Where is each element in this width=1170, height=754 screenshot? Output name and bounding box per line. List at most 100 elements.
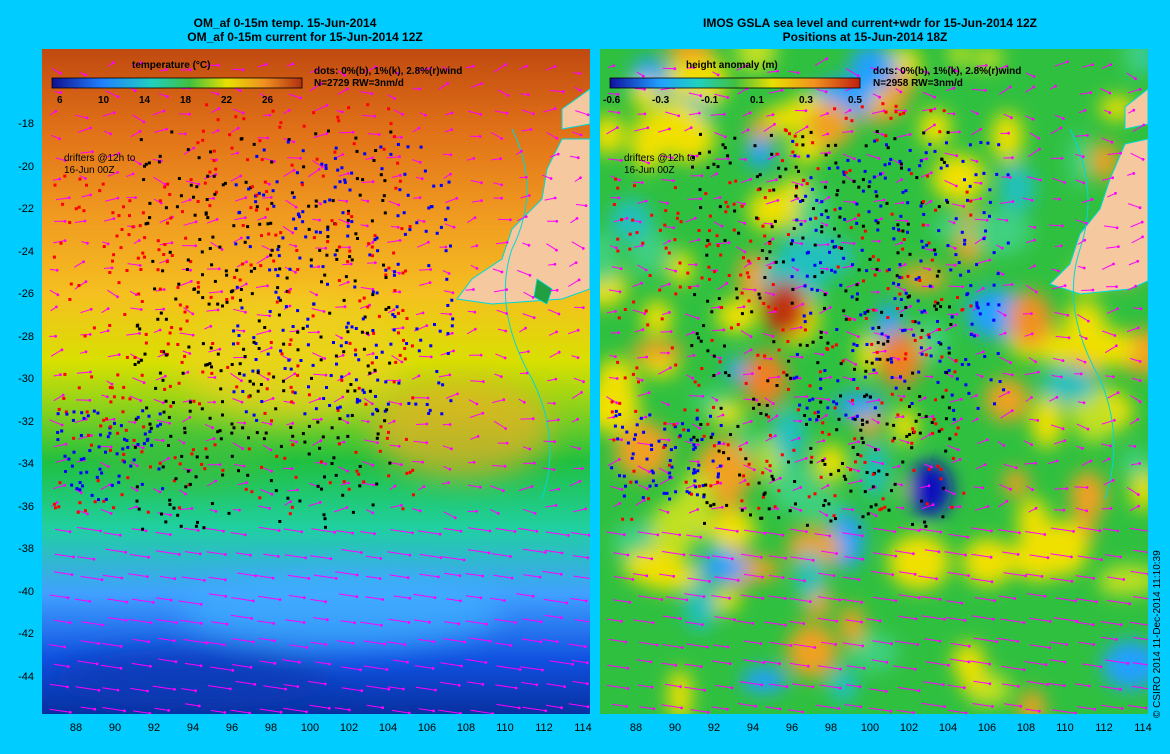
current-vector [998, 529, 1020, 534]
drifter-dot [305, 324, 309, 328]
vector-head [532, 112, 535, 116]
vector-head [88, 333, 92, 336]
current-vector [571, 241, 584, 249]
drifter-dot [947, 369, 951, 372]
drifter-dot [917, 321, 921, 325]
drifter-dot [137, 360, 141, 364]
drifter-dot [90, 443, 93, 447]
drifter-dot [286, 140, 290, 144]
drifter-dot [325, 253, 329, 257]
current-vector [107, 598, 128, 603]
drifter-dot [298, 256, 302, 260]
drifter-dot [795, 218, 799, 222]
drifter-dot [706, 299, 710, 303]
current-vector [74, 598, 90, 602]
drifter-dot [358, 193, 362, 197]
drifter-dot [703, 521, 706, 525]
drifter-dot [957, 261, 961, 265]
right-dots-legend: dots: 0%(b), 1%(k), 2.8%(r)wind [873, 66, 1022, 77]
drifter-dot [859, 313, 863, 317]
vector-head [1009, 85, 1012, 89]
drifter-dot [877, 413, 881, 417]
drifter-dot [368, 371, 372, 375]
drifter-dot [314, 199, 318, 203]
right-count-line: N=2958 RW=3nm/d [873, 78, 963, 89]
drifter-dot [768, 433, 772, 437]
current-vector [1025, 284, 1037, 293]
drifter-dot [704, 483, 708, 487]
vector-head [517, 706, 521, 710]
drifter-dot [829, 519, 833, 523]
vector-head [801, 302, 805, 306]
drifter-dot [700, 438, 704, 441]
vector-head [619, 159, 623, 162]
drifter-dot [763, 276, 767, 279]
current-vector [659, 283, 670, 288]
vector-head [478, 135, 482, 138]
drifter-dot [285, 276, 289, 280]
current-vector [49, 289, 59, 296]
vector-head [559, 572, 563, 576]
vector-head [346, 280, 350, 284]
current-vector [517, 269, 531, 276]
vector-head [266, 284, 269, 288]
current-vector [947, 445, 959, 451]
drifter-dot [336, 436, 340, 440]
drifter-dot [933, 248, 937, 252]
vector-head [397, 203, 400, 207]
vector-head [655, 643, 659, 647]
vector-head [638, 220, 642, 224]
vector-head [938, 639, 942, 643]
vector-head [781, 576, 785, 579]
current-vector [283, 707, 307, 713]
drifter-dot [960, 363, 964, 366]
vector-head [1109, 444, 1112, 448]
drifter-dot [697, 484, 701, 488]
current-vector [493, 64, 506, 73]
vector-head [808, 600, 812, 603]
vector-head [730, 686, 734, 690]
anomaly-blob [833, 393, 883, 417]
vector-head [879, 217, 883, 221]
current-vector [945, 264, 956, 266]
vector-head [799, 509, 803, 512]
drifter-dot [296, 348, 300, 352]
vector-head [525, 64, 528, 68]
drifter-dot [942, 109, 946, 113]
drifter-dot [646, 323, 650, 327]
current-vector [946, 600, 962, 604]
drifter-dot [59, 241, 63, 245]
vector-head [749, 420, 753, 423]
vector-head [318, 397, 322, 400]
drifter-dot [612, 438, 616, 442]
drifter-dot [255, 154, 259, 158]
vector-head [656, 533, 660, 537]
vector-head [63, 239, 67, 243]
drifter-dot [266, 352, 270, 356]
drifter-dot [398, 353, 402, 357]
drifter-dot [208, 204, 212, 208]
drifter-dot [53, 183, 57, 187]
vector-head [223, 578, 227, 582]
drifter-dot [768, 266, 772, 269]
drifter-dot [853, 417, 857, 421]
vector-head [961, 285, 964, 289]
drifter-dot [816, 415, 820, 418]
drifter-dot [262, 148, 266, 152]
current-vector [1051, 375, 1062, 378]
current-vector [638, 484, 648, 490]
drifter-dot [318, 446, 322, 450]
drifter-dot [371, 254, 374, 258]
anomaly-blob [669, 251, 693, 285]
drifter-dot [142, 425, 146, 429]
current-vector [231, 664, 251, 668]
vector-head [216, 308, 220, 312]
drifter-dot [179, 524, 183, 528]
vector-head [424, 113, 427, 117]
drifter-dot [348, 188, 352, 192]
current-vector [231, 638, 254, 643]
current-vector [1077, 706, 1095, 710]
drifter-dot [806, 154, 810, 158]
current-vector [469, 412, 483, 418]
vector-head [995, 640, 999, 643]
